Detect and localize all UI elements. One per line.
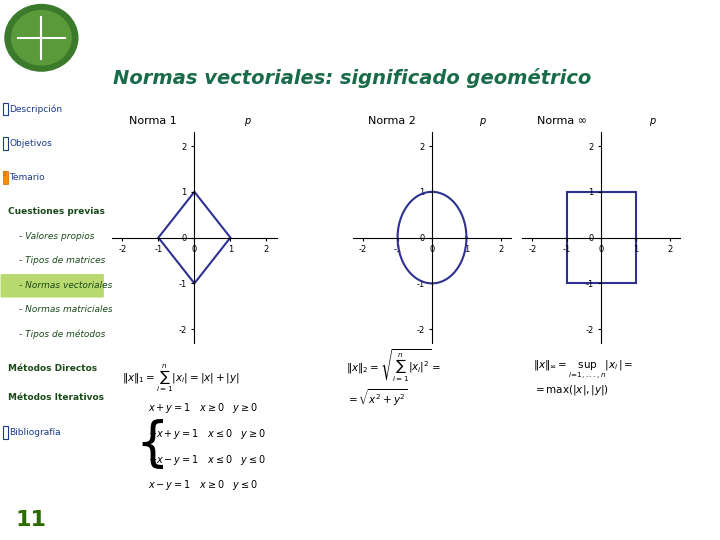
Text: - Tipos de matrices: - Tipos de matrices bbox=[19, 256, 105, 265]
Text: - Normas matriciales: - Normas matriciales bbox=[19, 305, 112, 314]
Text: Norma 2: Norma 2 bbox=[369, 116, 416, 126]
Text: 11: 11 bbox=[16, 510, 47, 530]
Text: Temario: Temario bbox=[9, 173, 45, 182]
Text: $-x - y = 1 \quad x \leq 0 \quad y \leq 0$: $-x - y = 1 \quad x \leq 0 \quad y \leq … bbox=[148, 453, 266, 467]
Text: Norma ∞: Norma ∞ bbox=[536, 116, 587, 126]
Bar bbox=[3, 426, 9, 438]
Circle shape bbox=[5, 4, 78, 71]
Text: Normas vectoriales: significado geométrico: Normas vectoriales: significado geométri… bbox=[113, 68, 591, 89]
Text: Norma 1: Norma 1 bbox=[129, 116, 177, 126]
Bar bbox=[3, 171, 9, 184]
Text: Análisis Numérico: Análisis Numérico bbox=[137, 15, 290, 30]
Text: $\|x\|_1 = \sum_{i=1}^{n}|x_i| = |x|+|y|$: $\|x\|_1 = \sum_{i=1}^{n}|x_i| = |x|+|y|… bbox=[122, 362, 240, 394]
Text: $\|x\|_2 = \sqrt{\sum_{i=1}^{n}|x_i|^2} =$
$= \sqrt{x^2+y^2}$: $\|x\|_2 = \sqrt{\sum_{i=1}^{n}|x_i|^2} … bbox=[346, 348, 441, 408]
Text: p: p bbox=[649, 116, 655, 126]
Text: $x - y = 1 \quad x \geq 0 \quad y \leq 0$: $x - y = 1 \quad x \geq 0 \quad y \leq 0… bbox=[148, 478, 258, 492]
Bar bbox=[3, 171, 5, 175]
Text: p: p bbox=[480, 116, 486, 126]
Bar bbox=[3, 103, 9, 116]
Text: $\|x\|_\infty = \sup_{i=1,...,n}|x_i| =$
$= \max(|x|,|y|)$: $\|x\|_\infty = \sup_{i=1,...,n}|x_i| =$… bbox=[533, 359, 633, 397]
Text: $x + y = 1 \quad x \geq 0 \quad y \geq 0$: $x + y = 1 \quad x \geq 0 \quad y \geq 0… bbox=[148, 401, 258, 415]
Text: p: p bbox=[244, 116, 251, 126]
Text: - Valores propios: - Valores propios bbox=[19, 232, 94, 241]
Text: $\{$: $\{$ bbox=[135, 417, 164, 471]
Text: Métodos Iterativos: Métodos Iterativos bbox=[9, 394, 104, 402]
Text: Descripción: Descripción bbox=[9, 104, 63, 114]
Text: - Normas vectoriales: - Normas vectoriales bbox=[19, 281, 112, 290]
Bar bbox=[3, 137, 9, 150]
Text: por César Menéndez Fernández: por César Menéndez Fernández bbox=[508, 16, 706, 29]
Text: Objetivos: Objetivos bbox=[9, 139, 52, 148]
Text: Métodos Directos: Métodos Directos bbox=[9, 364, 97, 373]
Text: Bibliografía: Bibliografía bbox=[9, 428, 61, 437]
Text: Cuestiones previas: Cuestiones previas bbox=[9, 207, 105, 217]
FancyBboxPatch shape bbox=[1, 274, 104, 298]
Text: Sistemas de ecuaciones: Sistemas de ecuaciones bbox=[248, 14, 472, 32]
Text: $-x + y = 1 \quad x \leq 0 \quad y \geq 0$: $-x + y = 1 \quad x \leq 0 \quad y \geq … bbox=[148, 427, 266, 441]
Text: - Tipos de métodos: - Tipos de métodos bbox=[19, 329, 105, 339]
Circle shape bbox=[12, 11, 71, 65]
